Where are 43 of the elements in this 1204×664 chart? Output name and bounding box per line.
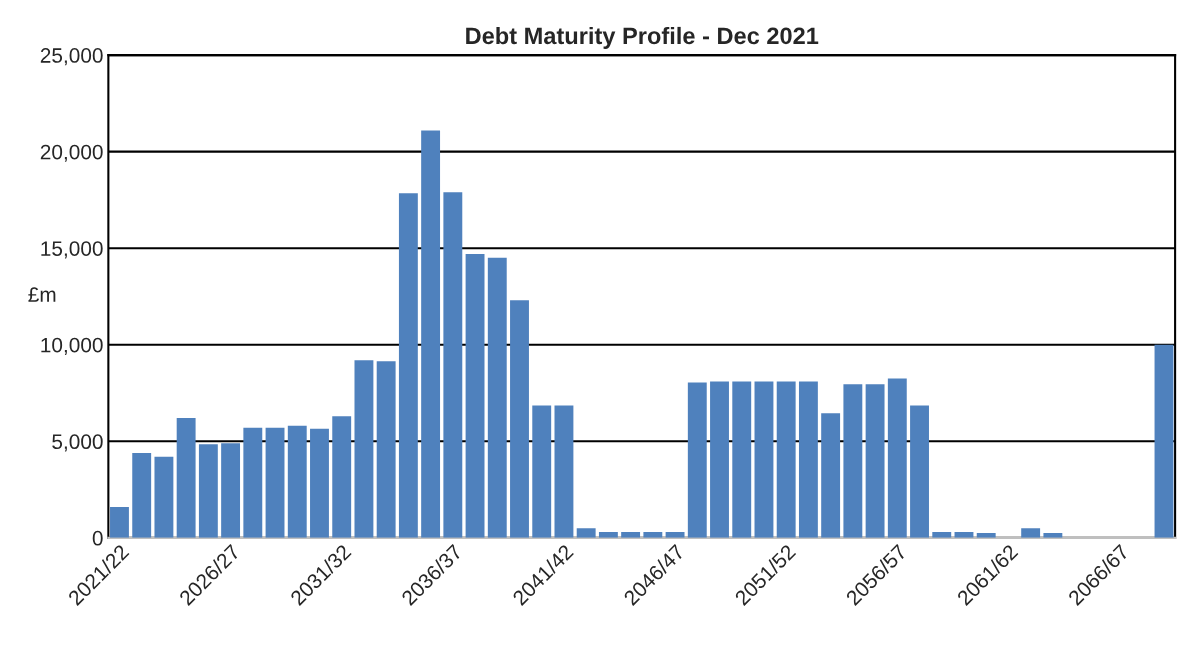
bar	[332, 416, 352, 538]
bar	[754, 381, 774, 538]
bar	[154, 456, 174, 538]
y-tick-label: 5,000	[52, 434, 103, 452]
bar	[487, 257, 507, 538]
y-tick-label: 20,000	[40, 144, 103, 162]
bar	[376, 361, 396, 538]
bar	[398, 193, 418, 538]
bar	[110, 506, 129, 538]
bar	[198, 444, 218, 538]
bar	[1021, 528, 1041, 538]
bar	[287, 425, 307, 538]
bar	[421, 130, 441, 538]
bar	[443, 192, 463, 538]
bar	[821, 413, 841, 538]
bar	[310, 428, 329, 538]
y-tick-label: 0	[92, 530, 103, 546]
bar	[687, 382, 707, 538]
bar	[465, 254, 485, 538]
bar	[910, 405, 929, 538]
y-tick-label: 25,000	[40, 48, 103, 66]
bar	[576, 528, 596, 538]
bar	[354, 360, 374, 538]
y-tick-label: 15,000	[41, 241, 103, 259]
bar	[554, 405, 574, 538]
bar	[865, 384, 885, 538]
bar	[843, 384, 863, 538]
bar	[132, 452, 152, 538]
bar	[798, 381, 818, 538]
bar	[510, 300, 529, 538]
y-tick-label: 10,000	[41, 337, 103, 355]
bar	[176, 418, 196, 538]
y-axis-title: £m	[28, 287, 56, 302]
bar	[887, 378, 907, 538]
bar	[532, 405, 552, 538]
bar	[732, 381, 752, 538]
bar	[776, 381, 796, 538]
bar	[1154, 344, 1174, 538]
bar	[243, 427, 263, 538]
bar	[221, 443, 241, 538]
chart-title: Debt Maturity Profile - Dec 2021	[466, 26, 819, 49]
bar	[265, 427, 285, 538]
bar	[710, 381, 729, 538]
